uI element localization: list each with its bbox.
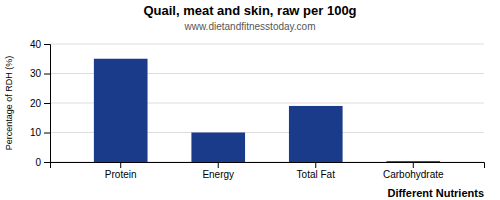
x-tick-label: Carbohydrate [383, 169, 444, 180]
x-tick-label: Total Fat [297, 169, 336, 180]
y-tick-label: 30 [30, 68, 42, 79]
x-axis: Protein Energy Total Fat Carbohydrate [51, 162, 485, 180]
y-axis-line [44, 45, 51, 163]
y-tick: 0 [35, 157, 50, 168]
bar [94, 59, 148, 162]
y-tick-mark [44, 162, 50, 163]
grid-line [50, 44, 484, 45]
x-tick: Energy [202, 162, 234, 180]
y-tick-mark [44, 74, 50, 75]
y-tick-mark [44, 103, 50, 104]
x-tick-mark [315, 162, 316, 168]
y-tick: 20 [30, 98, 50, 109]
x-axis-line [51, 163, 485, 169]
y-tick: 30 [30, 68, 50, 79]
x-tick: Total Fat [297, 162, 336, 180]
x-tick-mark [413, 162, 414, 168]
grid [50, 44, 484, 162]
y-tick-label: 20 [30, 98, 42, 109]
chart: Quail, meat and skin, raw per 100g www.di… [0, 0, 500, 200]
x-tick-mark [218, 162, 219, 168]
y-axis-title: Percentage of RDH (%) [4, 56, 14, 151]
bar [386, 161, 440, 162]
y-axis: 0 10 20 30 40 [30, 39, 51, 168]
x-tick-label: Protein [105, 169, 137, 180]
y-tick: 10 [30, 127, 50, 138]
x-tick: Carbohydrate [383, 162, 444, 180]
x-tick-mark [120, 162, 121, 168]
x-tick: Protein [105, 162, 137, 180]
x-tick-label: Energy [202, 169, 234, 180]
bar [191, 133, 245, 163]
bars [94, 59, 440, 162]
subtitle: www.dietandfitnesstoday.com [184, 21, 316, 32]
bar [289, 106, 343, 162]
x-axis-title: Different Nutrients [387, 187, 484, 199]
y-tick-label: 0 [35, 157, 41, 168]
y-tick-mark [44, 44, 50, 45]
y-tick-mark [44, 133, 50, 134]
y-tick: 40 [30, 39, 50, 50]
y-tick-label: 10 [30, 127, 42, 138]
title: Quail, meat and skin, raw per 100g [143, 3, 356, 18]
y-tick-label: 40 [30, 39, 42, 50]
plot: Protein Energy Total Fat Carbohydrate 0 10 20 3… [30, 39, 485, 180]
